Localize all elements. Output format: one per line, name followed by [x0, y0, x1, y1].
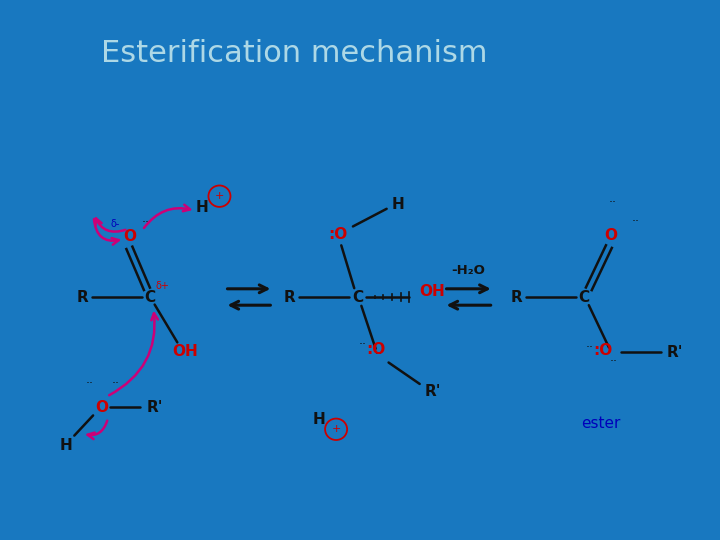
- Text: :O: :O: [366, 342, 385, 357]
- Text: O: O: [95, 400, 108, 415]
- Text: ester: ester: [581, 415, 620, 430]
- Text: OH: OH: [419, 285, 445, 300]
- Text: O: O: [604, 228, 617, 243]
- Text: Esterification mechanism: Esterification mechanism: [101, 39, 487, 68]
- Text: -H₂O: -H₂O: [451, 264, 485, 277]
- Text: H: H: [312, 413, 325, 427]
- Text: C: C: [145, 289, 156, 305]
- Text: ··: ··: [375, 348, 383, 361]
- Text: ··: ··: [359, 338, 366, 351]
- Text: O: O: [123, 229, 136, 244]
- Text: ··: ··: [86, 377, 94, 390]
- Text: R: R: [510, 289, 522, 305]
- Text: R: R: [76, 289, 88, 305]
- Text: C: C: [352, 289, 363, 305]
- Text: :O: :O: [328, 227, 348, 242]
- Text: OH: OH: [172, 345, 198, 359]
- Text: ··: ··: [610, 355, 618, 368]
- Text: R': R': [146, 400, 163, 415]
- Text: +: +: [215, 191, 224, 201]
- Text: ··: ··: [142, 216, 150, 229]
- Text: ··: ··: [608, 196, 616, 209]
- Text: C: C: [579, 289, 590, 305]
- Text: ··: ··: [585, 341, 593, 354]
- Text: +: +: [331, 424, 341, 434]
- Text: R': R': [667, 345, 683, 360]
- Text: H: H: [60, 437, 72, 453]
- Text: R: R: [284, 289, 295, 305]
- Text: :O: :O: [593, 343, 612, 358]
- Text: ··: ··: [632, 215, 640, 228]
- Text: δ+: δ+: [156, 281, 169, 291]
- Text: δ-: δ-: [110, 219, 120, 229]
- Text: H: H: [392, 197, 405, 212]
- Text: H: H: [196, 200, 208, 215]
- Text: ··: ··: [112, 377, 120, 390]
- Text: R': R': [424, 384, 441, 399]
